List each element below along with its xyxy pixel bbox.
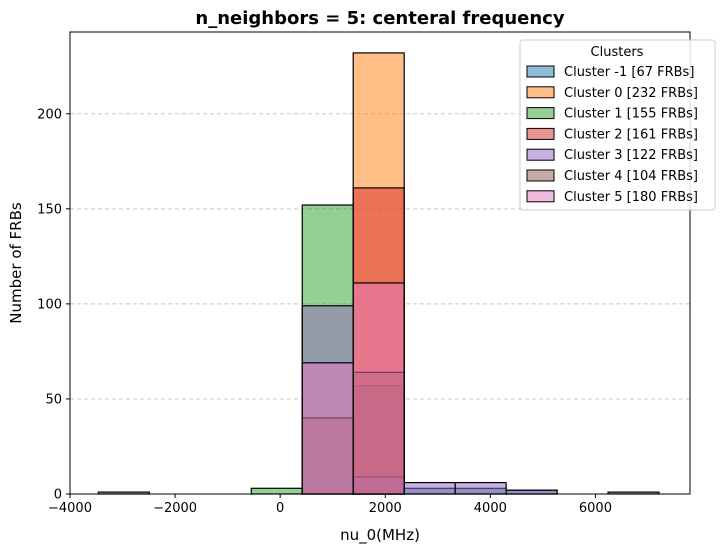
chart-title: n_neighbors = 5: centeral frequency bbox=[195, 8, 564, 29]
histogram-bar bbox=[301, 362, 354, 495]
legend-label: Cluster 5 [180 FRBs] bbox=[564, 190, 698, 205]
legend-title: Clusters bbox=[591, 45, 644, 60]
y-tick-label: 50 bbox=[45, 392, 62, 407]
legend-swatch bbox=[526, 107, 555, 120]
x-ticks: −4000 −2000 0 2000 4000 6000 bbox=[48, 494, 612, 516]
legend-swatch bbox=[526, 169, 555, 182]
legend-swatch bbox=[526, 86, 555, 99]
legend-label: Cluster 2 [161 FRBs] bbox=[564, 127, 698, 142]
legend: Clusters Cluster -1 [67 FRBs] Cluster 0 [… bbox=[519, 39, 716, 211]
legend-swatch bbox=[526, 127, 555, 140]
legend-swatch bbox=[526, 148, 555, 161]
x-tick-label: 4000 bbox=[474, 501, 507, 516]
legend-label: Cluster 0 [232 FRBs] bbox=[564, 86, 698, 101]
x-tick-label: −4000 bbox=[48, 501, 92, 516]
y-tick-label: 0 bbox=[54, 488, 62, 503]
x-tick-label: 6000 bbox=[579, 501, 612, 516]
histogram-bar bbox=[505, 489, 558, 495]
y-axis-label: Number of FRBs bbox=[7, 202, 25, 324]
y-ticks: 0 50 100 150 200 bbox=[37, 107, 70, 503]
histogram-bar bbox=[352, 282, 405, 495]
histogram-bar bbox=[454, 481, 507, 495]
legend-items: Cluster -1 [67 FRBs] Cluster 0 [232 FRBs]… bbox=[526, 65, 698, 205]
legend-swatch bbox=[526, 190, 555, 203]
legend-box bbox=[519, 39, 716, 211]
y-tick-label: 200 bbox=[37, 107, 62, 122]
bars bbox=[97, 52, 660, 495]
x-axis-label: nu_0(MHz) bbox=[340, 526, 420, 545]
x-tick-label: −2000 bbox=[153, 501, 197, 516]
legend-label: Cluster 3 [122 FRBs] bbox=[564, 148, 698, 163]
legend-swatch bbox=[526, 65, 555, 78]
y-tick-label: 150 bbox=[37, 202, 62, 217]
legend-label: Cluster 1 [155 FRBs] bbox=[564, 107, 698, 122]
histogram-bar bbox=[250, 487, 303, 495]
x-tick-label: 2000 bbox=[369, 501, 402, 516]
legend-label: Cluster -1 [67 FRBs] bbox=[564, 65, 694, 80]
plot-frame bbox=[69, 31, 691, 495]
x-tick-label: 0 bbox=[276, 501, 284, 516]
y-tick-label: 100 bbox=[37, 297, 62, 312]
legend-label: Cluster 4 [104 FRBs] bbox=[564, 169, 698, 184]
histogram-bar bbox=[403, 481, 456, 495]
